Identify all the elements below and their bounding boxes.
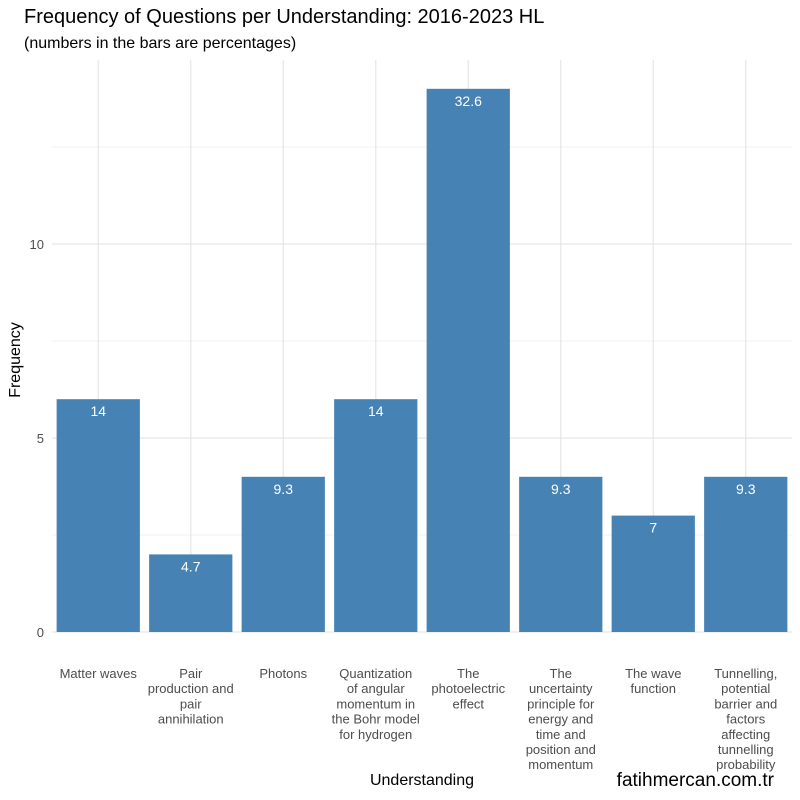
bars-group: 14 4.7 9.3 14 32.6 9.3 7 9.3 [56, 88, 788, 633]
bar [426, 88, 510, 633]
bar-value-label: 7 [649, 520, 657, 536]
y-tick-label: 10 [30, 237, 44, 252]
bar-value-label: 4.7 [181, 558, 201, 574]
y-tick-label: 0 [37, 625, 44, 640]
x-tick-label: Photons [259, 666, 307, 681]
x-tick-label: Pair production and pair annihilation [148, 666, 234, 727]
bar-value-label: 32.6 [455, 93, 482, 109]
bar [611, 515, 695, 632]
x-tick-labels: Matter waves Pair production and pair annihi… [60, 666, 778, 772]
x-tick-label: The uncertainty principle for energy and tim… [526, 666, 596, 772]
bar [56, 399, 140, 632]
credit-text: fatihmercan.com.tr [616, 770, 774, 791]
x-tick-label: Matter waves [60, 666, 138, 681]
bar-value-label: 14 [90, 403, 106, 419]
bar [704, 476, 788, 632]
bar [334, 399, 418, 632]
bar [241, 476, 325, 632]
y-tick-label: 5 [37, 431, 44, 446]
x-axis-label: Understanding [369, 772, 475, 789]
bar-value-label: 14 [368, 403, 384, 419]
bar-value-label: 9.3 [274, 481, 294, 497]
x-tick-label: Quantization of angular momentum in the Boh… [332, 666, 420, 742]
bar [519, 476, 603, 632]
x-tick-label: The photoelectric effect [431, 666, 505, 711]
bar-value-label: 9.3 [736, 481, 756, 497]
y-tick-labels: 0 5 10 [30, 237, 44, 640]
bar [149, 554, 233, 632]
chart-subtitle: (numbers in the bars are percentages) [24, 35, 297, 52]
chart-title: Frequency of Questions per Understanding… [24, 6, 545, 28]
x-tick-label: Tunnelling, potential barrier and factors af… [714, 666, 777, 772]
x-tick-label: The wave function [625, 666, 681, 696]
bar-value-label: 9.3 [551, 481, 571, 497]
